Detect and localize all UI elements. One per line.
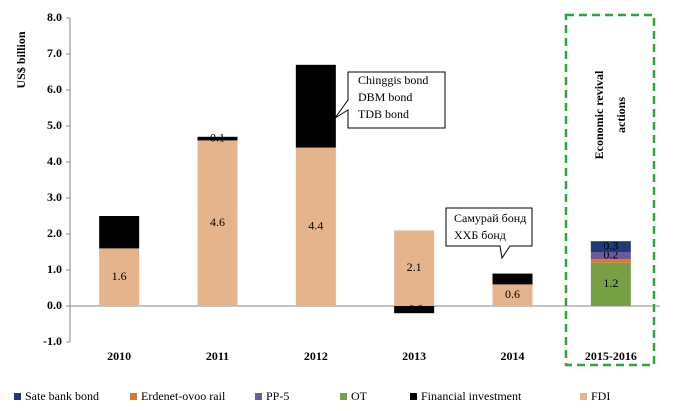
legend-swatch: [580, 393, 587, 400]
data-label: 0.3: [603, 238, 618, 252]
legend-label: PP-5: [266, 389, 289, 403]
x-tick-label: 2011: [206, 349, 229, 363]
bar-segment: [197, 136, 238, 141]
bar-segment: [99, 248, 140, 306]
data-label: 4.6: [210, 215, 225, 229]
annotation: TDB bond: [358, 107, 409, 121]
legend-swatch: [14, 393, 21, 400]
callout-box: [445, 207, 533, 260]
bar-segment: [99, 216, 140, 249]
y-tick-label: 2.0: [47, 226, 62, 240]
legend-swatch: [340, 393, 347, 400]
annotation: actions: [614, 97, 628, 133]
x-tick-label: 2015-2016: [585, 349, 637, 363]
bar-segment: [197, 140, 238, 306]
legend-swatch: [410, 393, 417, 400]
legend-label: OT: [351, 389, 368, 403]
bar-segment: [590, 252, 631, 260]
highlight-box: [564, 13, 656, 367]
legend-label: Erdenet-ovoo rail: [141, 389, 226, 403]
annotation: ХХБ бонд: [454, 228, 506, 242]
y-tick-label: 1.0: [47, 262, 62, 276]
y-tick-label: 8.0: [47, 10, 62, 24]
bar-segment: [394, 230, 435, 306]
data-label: 2.3: [308, 98, 323, 112]
y-tick-label: 4.0: [47, 154, 62, 168]
data-label: -0.2: [405, 301, 424, 315]
bar-segment: [295, 64, 336, 148]
data-label: 1.2: [603, 276, 618, 290]
data-label: 4.4: [308, 219, 323, 233]
data-label: 2.1: [407, 260, 422, 274]
legend-label: Sate bank bond: [25, 389, 99, 403]
y-tick-label: 0.0: [47, 298, 62, 312]
bar-segment: [590, 262, 631, 306]
bar-segment: [590, 241, 631, 252]
data-label: 1.6: [112, 269, 127, 283]
annotation: DBM bond: [358, 90, 412, 104]
y-tick-label: 5.0: [47, 118, 62, 132]
x-tick-label: 2012: [304, 349, 328, 363]
legend-swatch: [130, 393, 137, 400]
x-tick-label: 2010: [107, 349, 131, 363]
data-label: 0.1: [210, 130, 225, 144]
y-axis-label: US$ billion: [14, 31, 28, 88]
bar-segment: [590, 259, 631, 263]
data-label: 0.6: [505, 287, 520, 301]
legend-label: FDI: [591, 389, 610, 403]
annotation: Самурай бонд: [454, 211, 526, 225]
bar-segment: [295, 147, 336, 306]
bar-segment: [394, 306, 435, 314]
x-tick-label: 2013: [402, 349, 426, 363]
callout-box: [334, 71, 446, 129]
annotation: Chinggis bond: [358, 73, 428, 87]
data-label: 0.3: [505, 271, 520, 285]
bar-segment: [492, 273, 533, 285]
bar-segment: [492, 284, 533, 306]
y-tick-label: 3.0: [47, 190, 62, 204]
data-label: 0.9: [112, 224, 127, 238]
legend-label: Financial investment: [421, 389, 522, 403]
legend-swatch: [255, 393, 262, 400]
y-tick-label: -1.0: [43, 334, 62, 348]
y-tick-label: 6.0: [47, 82, 62, 96]
x-tick-label: 2014: [501, 349, 525, 363]
y-tick-label: 7.0: [47, 46, 62, 60]
annotation: Economic revival: [592, 70, 606, 159]
